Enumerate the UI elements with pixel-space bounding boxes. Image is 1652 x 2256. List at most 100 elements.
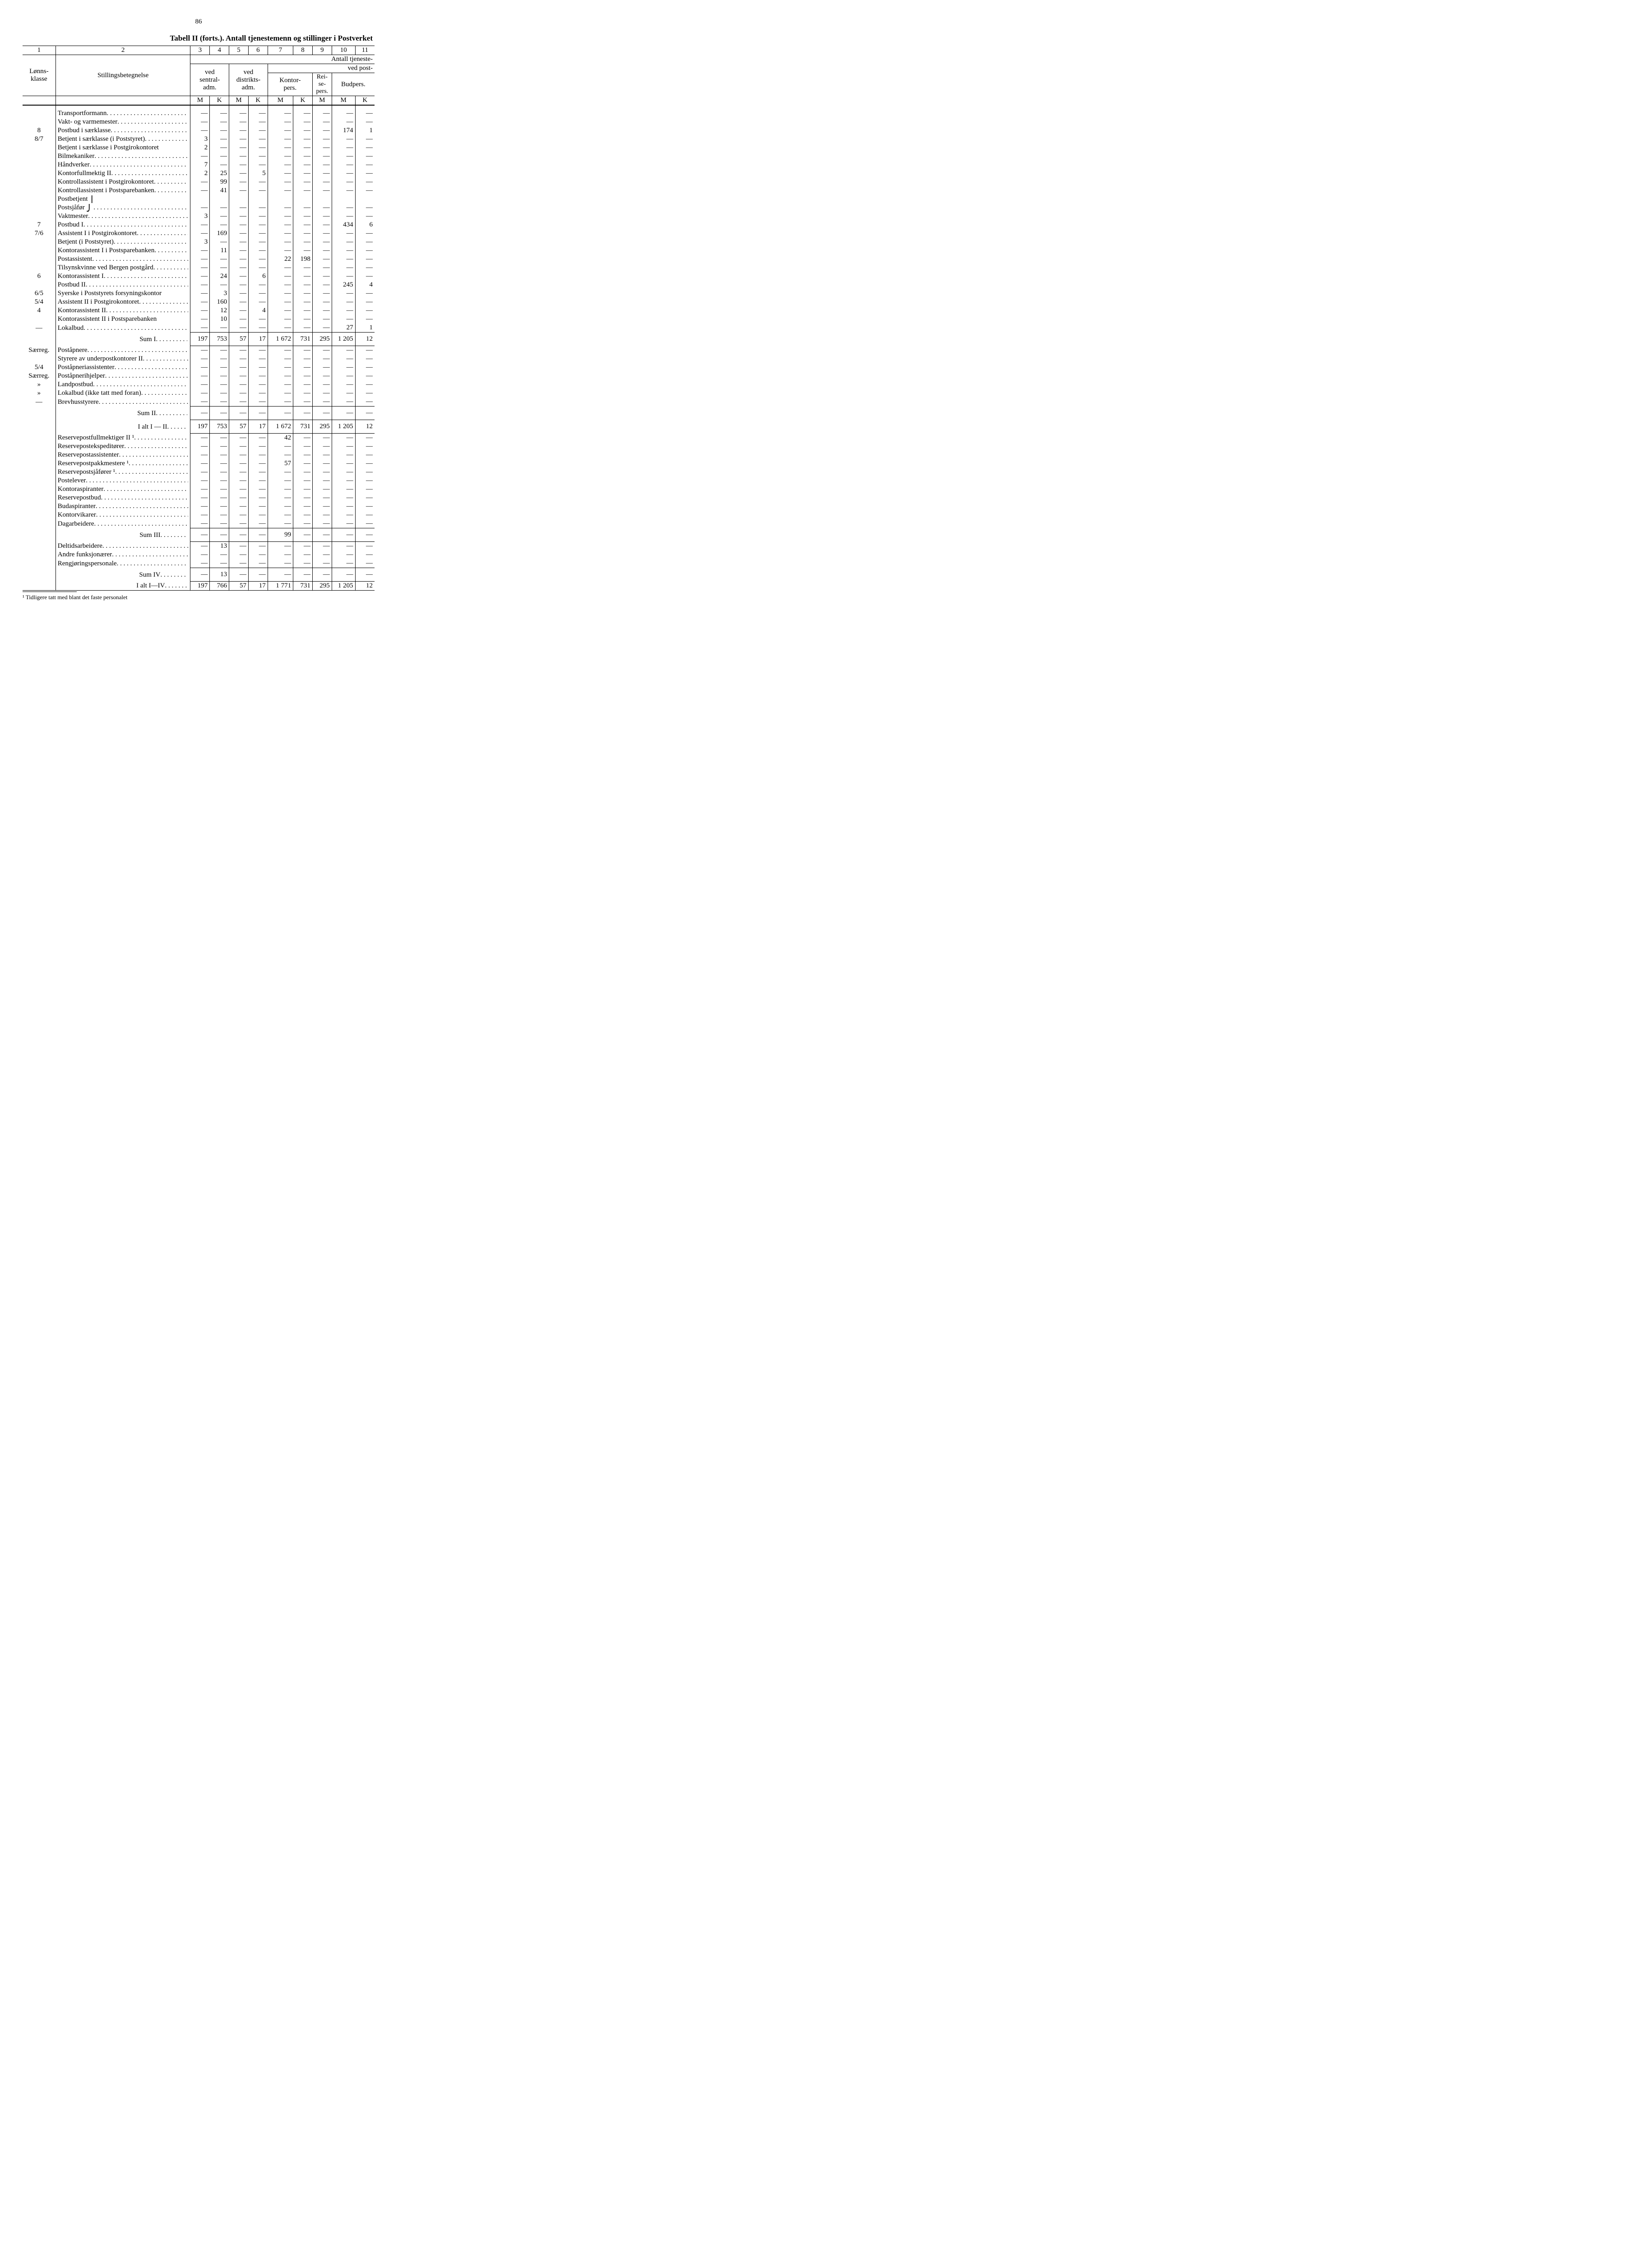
sum-label: Sum IV [58, 571, 161, 579]
desc-cell: Poståpnere [56, 346, 190, 355]
value-cell: — [268, 135, 293, 143]
value-cell: — [293, 135, 313, 143]
value-cell: — [268, 238, 293, 246]
lonnsklasse-cell: 7/6 [23, 229, 56, 238]
value-cell: — [332, 186, 355, 195]
value-cell: — [355, 255, 375, 264]
sum-val: — [332, 528, 355, 542]
sum-val: 197 [190, 420, 210, 434]
sum-val: — [312, 568, 332, 582]
value-cell: — [312, 476, 332, 485]
value-cell: — [332, 485, 355, 494]
value-cell: — [190, 451, 210, 459]
value-cell: — [355, 542, 375, 551]
value-cell: — [190, 246, 210, 255]
lonnsklasse-cell [23, 118, 56, 126]
table-row: Kontrollassistent i Postgirokontoret—99—… [23, 178, 375, 186]
value-cell: — [268, 281, 293, 289]
sum-val: 295 [312, 333, 332, 346]
table-row: 5/4Poståpneriassistenter————————— [23, 363, 375, 372]
value-cell: — [312, 398, 332, 407]
value-cell: — [312, 135, 332, 143]
value-cell [355, 195, 375, 203]
value-cell: — [248, 380, 268, 389]
desc-cell: Dagarbeidere [56, 519, 190, 528]
mk: M [332, 96, 355, 106]
value-cell: — [312, 264, 332, 272]
value-cell: — [332, 178, 355, 186]
value-cell: 434 [332, 221, 355, 229]
value-cell: — [268, 186, 293, 195]
lonnsklasse-cell [23, 434, 56, 443]
value-cell: — [229, 229, 249, 238]
value-cell: — [210, 494, 229, 502]
desc-cell: Postassistent [56, 255, 190, 264]
value-cell: — [293, 398, 313, 407]
value-cell: — [293, 169, 313, 178]
value-cell: — [312, 559, 332, 568]
value-cell: 160 [210, 298, 229, 306]
value-cell: — [190, 264, 210, 272]
desc-cell: Postbud II [56, 281, 190, 289]
value-cell: — [229, 246, 249, 255]
sum-val: 197 [190, 333, 210, 346]
value-cell: — [190, 315, 210, 324]
header-stilling: Stillingsbetegnelse [56, 55, 190, 96]
value-cell: — [229, 451, 249, 459]
value-cell: — [312, 468, 332, 476]
value-cell: — [332, 442, 355, 451]
value-cell: — [210, 212, 229, 221]
value-cell: — [190, 152, 210, 161]
value-cell: — [293, 380, 313, 389]
value-cell: — [190, 126, 210, 135]
value-cell: — [229, 476, 249, 485]
colnum: 4 [210, 46, 229, 55]
desc-cell: Deltidsarbeidere [56, 542, 190, 551]
value-cell: — [268, 169, 293, 178]
desc-cell: Brevhusstyrere [56, 398, 190, 407]
table-row: 6Kontorassistent I—24—6————— [23, 272, 375, 281]
value-cell: — [268, 229, 293, 238]
value-cell: 245 [332, 281, 355, 289]
value-cell: — [332, 229, 355, 238]
value-cell: — [190, 494, 210, 502]
value-cell: — [210, 451, 229, 459]
lonnsklasse-cell [23, 161, 56, 169]
value-cell: — [293, 476, 313, 485]
value-cell: — [293, 203, 313, 212]
value-cell: — [248, 315, 268, 324]
value-cell: — [229, 126, 249, 135]
value-cell: — [190, 550, 210, 559]
sum-val: — [312, 407, 332, 420]
value-cell: — [332, 118, 355, 126]
sum-val: 295 [312, 420, 332, 434]
table-row: Styrere av underpostkontorer II————————— [23, 355, 375, 363]
value-cell: — [190, 203, 210, 212]
table-row: Deltidsarbeidere—13——————— [23, 542, 375, 551]
value-cell: — [229, 178, 249, 186]
value-cell: — [229, 289, 249, 298]
table-row: Postsjåfør ⎭————————— [23, 203, 375, 212]
value-cell: — [332, 255, 355, 264]
value-cell: — [190, 372, 210, 380]
value-cell: — [229, 434, 249, 443]
value-cell: — [312, 289, 332, 298]
value-cell: — [293, 109, 313, 118]
table-row: Kontorassistent I i Postsparebanken—11——… [23, 246, 375, 255]
value-cell: — [229, 143, 249, 152]
colnum: 8 [293, 46, 313, 55]
table-row: Kontoraspiranter————————— [23, 485, 375, 494]
lonnsklasse-cell [23, 169, 56, 178]
value-cell: — [229, 511, 249, 519]
value-cell: — [268, 559, 293, 568]
value-cell: — [268, 511, 293, 519]
value-cell: — [229, 494, 249, 502]
value-cell: 7 [190, 161, 210, 169]
value-cell: — [332, 511, 355, 519]
lonnsklasse-cell: Særreg. [23, 346, 56, 355]
value-cell: — [355, 363, 375, 372]
desc-cell: Reservepostsjåfører ¹ [56, 468, 190, 476]
sum-val: 731 [293, 582, 313, 591]
table-row: Reservepostpakkmestere ¹————57———— [23, 459, 375, 468]
value-cell: — [248, 135, 268, 143]
